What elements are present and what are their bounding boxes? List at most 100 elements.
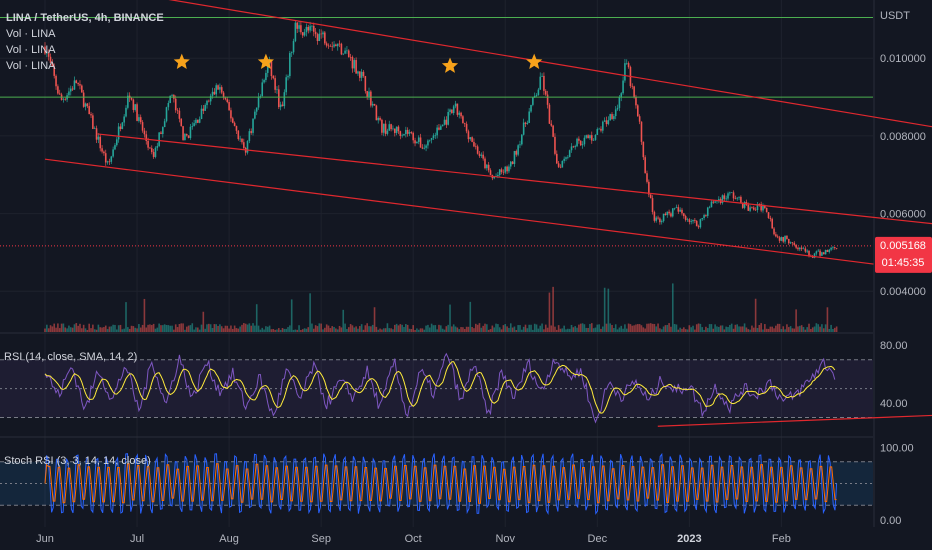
volume-bar	[476, 324, 479, 332]
volume-label[interactable]: Vol · LINA	[6, 28, 56, 40]
current-price-badge[interactable]: 0.005168 01:45:35	[875, 236, 932, 273]
volume-bar	[706, 328, 709, 332]
volume-bar	[587, 327, 589, 332]
volume-bar	[568, 328, 571, 332]
volume-label[interactable]: Vol · LINA	[6, 44, 56, 56]
candle-body	[581, 144, 584, 146]
volume-bar	[305, 328, 308, 332]
candle-body	[290, 52, 293, 54]
volume-bar	[631, 325, 634, 332]
candle-body	[316, 34, 319, 41]
volume-bar	[370, 326, 372, 332]
volume-bar	[574, 326, 577, 332]
candle-body	[342, 53, 345, 55]
volume-bar	[324, 327, 326, 332]
volume-bar	[419, 328, 422, 332]
candle-body	[217, 85, 219, 90]
volume-label[interactable]: Vol · LINA	[6, 60, 56, 72]
candle-body	[371, 103, 374, 106]
volume-bar	[79, 323, 81, 332]
candle-body	[195, 119, 197, 124]
candle-body	[721, 195, 724, 203]
rsi-pane[interactable]	[0, 352, 932, 427]
candle-body	[324, 32, 326, 44]
candle-body	[718, 199, 720, 201]
candle-body	[335, 44, 337, 47]
candle-body	[58, 93, 61, 95]
candle-body	[237, 130, 240, 140]
candle-body	[300, 25, 302, 33]
candle-body	[206, 100, 208, 106]
star-marker-icon[interactable]	[526, 53, 543, 69]
stoch-d-line[interactable]	[44, 463, 837, 504]
volume-bar	[250, 325, 252, 332]
volume-bar	[734, 324, 737, 332]
price-axis-label: 0.006000	[880, 209, 926, 221]
rsi-axis-label: 80.00	[880, 340, 908, 352]
volume-bar	[533, 323, 536, 332]
volume-bar	[322, 329, 324, 332]
volume-bar	[209, 324, 212, 332]
candle-body	[705, 215, 707, 216]
candle-body	[541, 75, 543, 77]
candle-body	[559, 166, 562, 168]
volume-bar	[333, 326, 335, 332]
volume-bar	[598, 324, 600, 332]
volume-bar	[169, 325, 171, 332]
volume-bar	[548, 292, 551, 332]
candle-body	[180, 118, 183, 127]
candle-body	[460, 112, 462, 117]
volume-bar	[675, 324, 678, 332]
candle-body	[359, 71, 361, 78]
volume-bar	[471, 326, 473, 332]
stoch-rsi-legend[interactable]: Stoch RSI (3, 3, 14, 14, close)	[4, 455, 151, 467]
volume-bar	[440, 325, 442, 332]
volume-bar	[716, 326, 718, 332]
trend-channel-line[interactable]	[137, 0, 932, 130]
candle-body	[320, 33, 322, 35]
candle-body	[456, 103, 459, 115]
volume-bar	[502, 325, 505, 332]
candle-body	[281, 104, 284, 107]
candle-body	[445, 119, 448, 125]
candle-body	[303, 32, 306, 36]
rsi-ma-line[interactable]	[44, 361, 836, 414]
volume-bar	[359, 326, 361, 332]
trend-channel-line[interactable]	[44, 158, 874, 265]
candle-body	[53, 66, 56, 76]
volume-bar	[366, 323, 368, 332]
volume-bar	[789, 326, 792, 332]
candle-body	[734, 198, 737, 199]
rsi-trend-line[interactable]	[657, 414, 932, 427]
star-marker-icon[interactable]	[257, 53, 274, 69]
rsi-line[interactable]	[44, 352, 836, 424]
candle-body	[167, 102, 170, 108]
candle-body	[773, 228, 775, 235]
volume-bar	[270, 329, 273, 332]
currency-label: USDT	[880, 10, 910, 22]
star-marker-icon[interactable]	[441, 57, 459, 73]
symbol-title[interactable]: LINA / TetherUS, 4h, BINANCE	[6, 12, 164, 24]
volume-bar	[725, 326, 727, 332]
rsi-legend[interactable]: RSI (14, close, SMA, 14, 2)	[4, 351, 138, 363]
price-candles[interactable]	[44, 20, 838, 259]
trend-channel-line[interactable]	[97, 133, 932, 225]
volume-bar	[69, 327, 72, 332]
volume-bar	[57, 323, 59, 332]
volume-bar	[244, 323, 247, 332]
star-marker-icon[interactable]	[173, 53, 190, 69]
volume-bar	[167, 325, 170, 332]
candle-body	[808, 250, 810, 256]
candle-body	[638, 116, 641, 122]
volume-bar	[445, 326, 448, 332]
candle-body	[408, 132, 411, 134]
drawing-overlays[interactable]	[0, 0, 932, 265]
volume-bar	[386, 323, 389, 332]
volume-bar	[287, 327, 289, 332]
volume-bar	[303, 328, 306, 332]
stoch-k-line[interactable]	[44, 452, 838, 516]
candle-body	[480, 154, 483, 156]
volume-bar	[208, 323, 210, 332]
stoch-rsi-pane[interactable]	[0, 452, 873, 516]
